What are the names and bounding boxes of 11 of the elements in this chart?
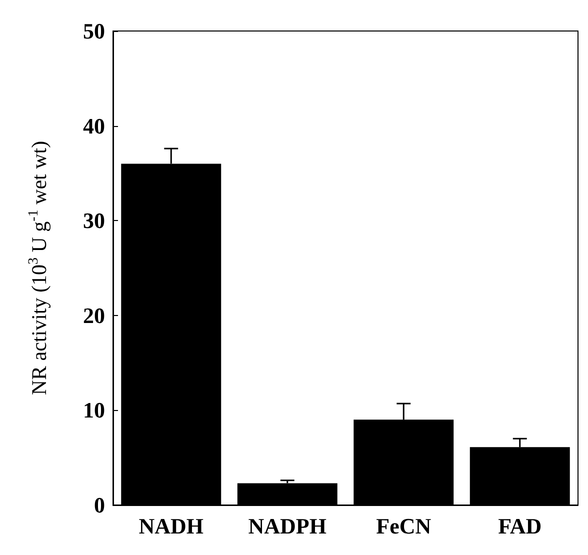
y-tick-label: 20 bbox=[83, 302, 105, 328]
y-tick-label: 50 bbox=[83, 18, 105, 44]
x-tick-label: FAD bbox=[498, 514, 542, 538]
y-tick-label: 0 bbox=[94, 492, 105, 518]
x-tick-label: NADH bbox=[138, 514, 204, 538]
y-axis-title: NR activity (103 U g-1 wet wt) bbox=[26, 140, 51, 396]
y-tick-label: 10 bbox=[83, 398, 105, 423]
y-tick-label: 30 bbox=[83, 208, 105, 234]
x-tick-label: NADPH bbox=[248, 514, 326, 538]
y-tick-label: 40 bbox=[83, 113, 105, 138]
x-tick-label: FeCN bbox=[376, 514, 432, 538]
